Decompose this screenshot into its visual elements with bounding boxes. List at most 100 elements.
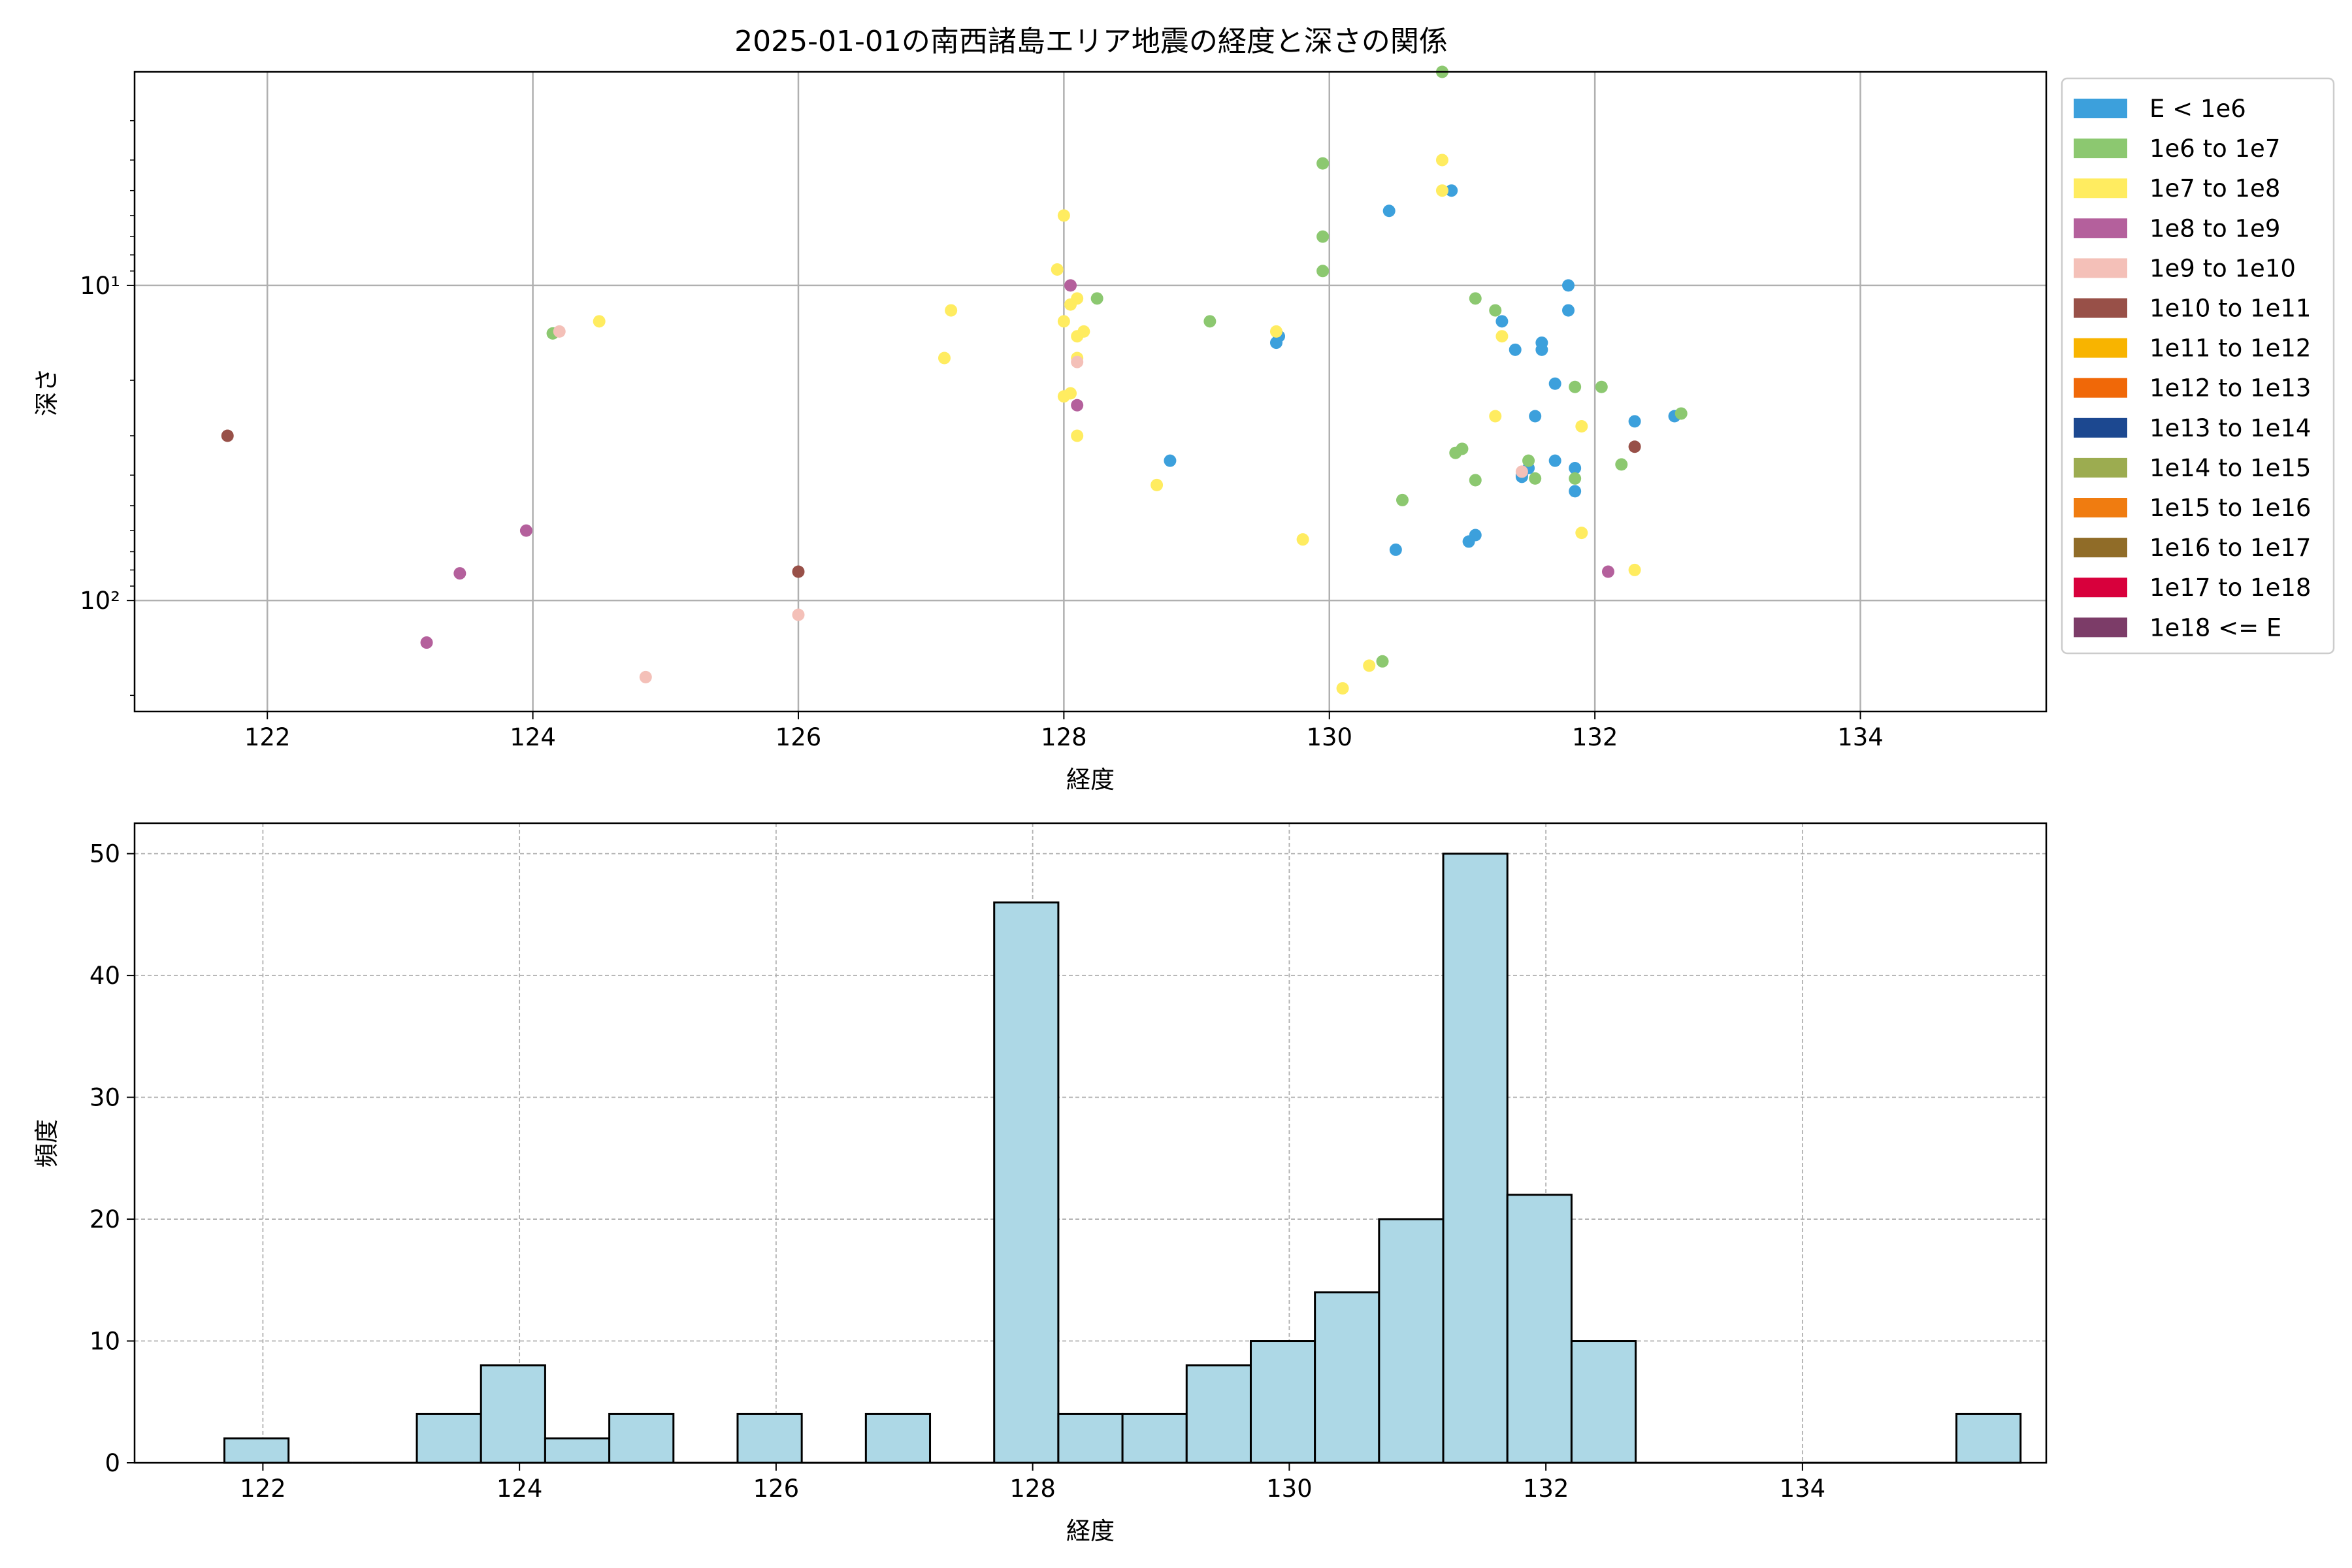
scatter-point: [1382, 204, 1396, 218]
scatter-point: [938, 351, 951, 365]
histogram-x-ticks: 122 124 126 128 130 132 134: [240, 1463, 1825, 1503]
histogram-bar: [1121, 1413, 1188, 1464]
scatter-point: [1628, 563, 1641, 576]
legend-swatch: [2074, 378, 2127, 398]
histogram-y-tick-label: 10: [90, 1328, 120, 1356]
legend-label: 1e16 to 1e17: [2149, 534, 2311, 562]
histogram-bar: [416, 1413, 482, 1464]
scatter-point: [1674, 407, 1688, 420]
legend-label: 1e17 to 1e18: [2149, 574, 2311, 602]
scatter-plot-frame: [133, 71, 2048, 713]
histogram-plot-area: [135, 823, 2046, 1463]
scatter-point: [1515, 465, 1528, 478]
scatter-point: [1601, 565, 1614, 578]
legend-swatch: [2074, 338, 2127, 358]
scatter-point: [593, 315, 606, 328]
scatter-point: [1064, 279, 1077, 292]
scatter-point: [1269, 325, 1282, 338]
scatter-point: [1057, 209, 1070, 222]
scatter-point: [1316, 265, 1330, 278]
scatter-point: [420, 636, 433, 649]
scatter-point: [1575, 420, 1588, 433]
histogram-bar: [1057, 1413, 1124, 1464]
legend-label: 1e13 to 1e14: [2149, 414, 2311, 442]
scatter-point: [1435, 184, 1448, 197]
histogram-x-tick-label: 134: [1780, 1475, 1826, 1503]
scatter-x-tick-label: 122: [244, 723, 291, 751]
scatter-point: [1562, 279, 1575, 292]
legend-swatch: [2074, 578, 2127, 598]
histogram-plot-frame: [133, 822, 2048, 1464]
scatter-point: [1071, 399, 1084, 412]
legend-swatch: [2074, 457, 2127, 478]
scatter-point: [1316, 157, 1330, 170]
histogram-bar: [1955, 1413, 2022, 1464]
legend-swatch: [2074, 538, 2127, 558]
scatter-point: [1489, 410, 1502, 423]
scatter-point: [1535, 343, 1548, 356]
histogram-bar: [1314, 1291, 1380, 1464]
scatter-x-tick-label: 132: [1572, 723, 1618, 751]
legend-swatch: [2074, 298, 2127, 318]
histogram-x-tick-label: 122: [240, 1475, 286, 1503]
histogram-bar: [1442, 853, 1509, 1464]
scatter-point: [553, 325, 566, 338]
scatter-point: [1090, 292, 1103, 305]
scatter-x-axis-label: 経度: [1066, 766, 1115, 794]
scatter-point: [1445, 184, 1458, 197]
scatter-point: [1462, 535, 1475, 548]
histogram-bar: [1378, 1218, 1445, 1464]
scatter-point: [1628, 415, 1641, 428]
legend-label: 1e8 to 1e9: [2149, 214, 2280, 242]
scatter-point: [1363, 659, 1376, 672]
scatter-point: [945, 304, 958, 317]
legend-swatch: [2074, 178, 2127, 199]
scatter-point: [1296, 533, 1309, 546]
histogram-bar: [736, 1413, 803, 1464]
scatter-y-tick-label: 10²: [80, 587, 120, 615]
scatter-legend: E < 1e6 1e6 to 1e7 1e7 to 1e8 1e8 to 1e9 1e9…: [2061, 77, 2335, 655]
scatter-point: [1509, 343, 1522, 356]
histogram-x-axis-label: 経度: [1066, 1517, 1115, 1545]
legend-frame: [2061, 77, 2335, 655]
scatter-point: [639, 670, 652, 683]
scatter-y-ticks: 10¹ 10²: [80, 120, 135, 696]
legend-swatch: [2074, 417, 2127, 438]
histogram-x-tick-label: 126: [753, 1475, 800, 1503]
scatter-x-tick-label: 130: [1306, 723, 1352, 751]
histogram-y-tick-label: 30: [90, 1084, 120, 1112]
scatter-point: [1569, 485, 1582, 498]
scatter-x-tick-label: 126: [776, 723, 822, 751]
scatter-point: [1469, 474, 1482, 487]
histogram-bar: [608, 1413, 675, 1464]
scatter-point: [1203, 315, 1217, 328]
histogram-bar: [1249, 1340, 1316, 1464]
legend-label: 1e12 to 1e13: [2149, 374, 2311, 402]
legend-swatch: [2074, 617, 2127, 638]
scatter-point: [1595, 380, 1608, 393]
scatter-point: [1316, 230, 1330, 243]
scatter-point: [792, 608, 805, 621]
scatter-point: [1064, 387, 1077, 400]
histogram-y-tick-label: 20: [90, 1205, 120, 1233]
scatter-point: [1529, 410, 1542, 423]
scatter-point: [1575, 527, 1588, 540]
scatter-point: [1529, 472, 1542, 485]
scatter-point: [1071, 292, 1084, 305]
histogram-y-ticks: 0 10 20 30 40 50: [90, 840, 135, 1477]
scatter-point: [1051, 263, 1064, 276]
scatter-chart: 2025-01-01の南西諸島エリア地震の経度と深さの関係 122 124 126 1…: [33, 25, 2335, 794]
legend-swatch: [2074, 99, 2127, 118]
scatter-point: [1071, 355, 1084, 368]
histogram-bar: [864, 1413, 932, 1464]
scatter-point: [1495, 330, 1509, 343]
scatter-x-ticks: 122 124 126 128 130 132 134: [244, 711, 1884, 751]
legend-label: 1e7 to 1e8: [2149, 174, 2280, 203]
scatter-point: [1548, 377, 1561, 390]
legend-label: 1e15 to 1e16: [2149, 494, 2311, 522]
histogram-y-tick-label: 40: [90, 962, 120, 990]
scatter-point: [519, 524, 532, 537]
histogram-x-tick-label: 124: [497, 1475, 543, 1503]
histogram-bar: [993, 901, 1060, 1464]
